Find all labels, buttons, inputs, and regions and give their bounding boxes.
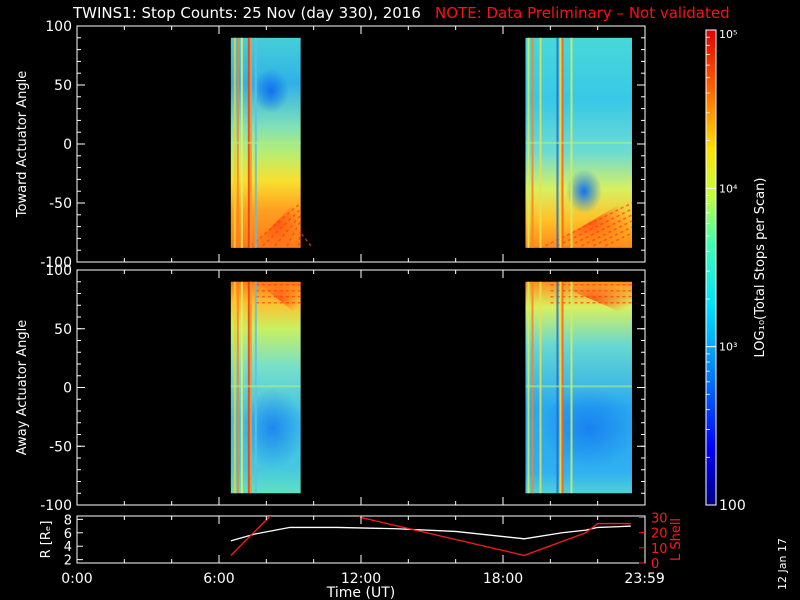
noise-stripe	[300, 232, 312, 247]
ytick-label: 50	[54, 78, 72, 94]
noise-stripe	[605, 232, 633, 247]
artifact-stripe	[559, 281, 562, 494]
artifact-stripe	[531, 281, 534, 494]
zero-seam	[230, 141, 301, 144]
colorbar-tick-label: 10³	[719, 341, 737, 354]
artifact-stripe	[249, 281, 252, 494]
ytick-label: 0	[63, 381, 72, 397]
ylabel-left: R [Rₑ]	[39, 521, 54, 559]
xtick-label: 23:59	[624, 571, 664, 587]
date-stamp: 12 Jan 17	[776, 538, 789, 590]
low-count-region	[541, 388, 638, 469]
xlabel: Time (UT)	[326, 585, 395, 600]
artifact-stripe	[539, 281, 542, 494]
xtick-label: 6:00	[203, 571, 234, 587]
ylabel: Away Actuator Angle	[15, 320, 30, 455]
noise-stripe	[593, 226, 633, 247]
ytick-label-left: 4	[64, 540, 72, 555]
ytick-label: -100	[40, 498, 72, 514]
ylabel: Toward Actuator Angle	[15, 71, 30, 218]
noise-stripe	[557, 208, 633, 247]
artifact-stripe	[233, 281, 236, 494]
ytick-label: 100	[45, 263, 72, 279]
toward-panel: 100 50 0 -50 -100 Toward Actuator Angle	[15, 19, 646, 271]
ytick-label: -50	[49, 196, 72, 212]
radius-line	[230, 525, 631, 542]
ytick-label: -50	[49, 439, 72, 455]
colorbar-label: LOG₁₀(Total Stops per Scan)	[753, 178, 768, 358]
high-count-region	[255, 281, 301, 317]
ytick-label-left: 6	[64, 527, 72, 542]
artifact-stripe	[247, 281, 250, 494]
zero-seam	[525, 141, 632, 144]
ytick-label-left: 2	[64, 554, 72, 569]
artifact-stripe	[561, 281, 564, 494]
artifact-stripe	[556, 281, 559, 494]
plot-title: TWINS1: Stop Counts: 25 Nov (day 330), 2…	[0, 4, 800, 24]
colorbar-ramp	[705, 29, 717, 506]
artifact-stripe	[236, 281, 239, 494]
away-panel: 100 50 0 -50 -100 Away Actuator Angle	[15, 263, 646, 514]
title-note: NOTE: Data Preliminary – Not validated	[435, 4, 730, 22]
zero-seam	[230, 385, 301, 388]
ytick-label: 50	[54, 322, 72, 338]
artifact-stripe	[254, 281, 257, 494]
noise-stripe	[274, 214, 302, 247]
colorbar: 10⁵ 10⁴ 10³ 100 LOG₁₀(Total Stops per Scan)	[705, 28, 768, 514]
ytick-label-right: 10	[651, 542, 668, 557]
ytick-label-right: 30	[651, 512, 668, 527]
ytick-label-left: 8	[64, 513, 72, 528]
ytick-label: 0	[63, 137, 72, 153]
noise-stripe	[250, 202, 302, 247]
noise-stripe	[262, 208, 302, 247]
xtick-label: 0:00	[61, 571, 92, 587]
zero-seam	[525, 385, 632, 388]
ytick-label-right: 0	[651, 557, 659, 572]
artifact-stripe	[527, 281, 530, 494]
xtick-label: 18:00	[483, 571, 523, 587]
colorbar-tick-label: 10⁵	[719, 28, 737, 41]
artifact-stripe	[570, 281, 573, 494]
low-count-region	[566, 169, 603, 214]
low-count-region	[241, 388, 305, 469]
lshell-line	[230, 516, 631, 557]
low-count-region	[252, 68, 289, 113]
noise-stripe	[286, 220, 302, 247]
ytick-label: -100	[40, 255, 72, 271]
noise-stripe	[545, 202, 633, 247]
high-count-region	[250, 197, 301, 248]
colorbar-tick-label: 100	[719, 498, 746, 514]
ytick-label-right: 20	[651, 527, 668, 542]
title-main: TWINS1: Stop Counts: 25 Nov (day 330), 2…	[73, 4, 421, 22]
colorbar-tick-label: 10⁴	[719, 182, 738, 195]
ytick-label: 100	[45, 19, 72, 35]
artifact-stripe	[240, 281, 243, 494]
xtick-label: 12:00	[341, 571, 381, 587]
ylabel-right: L Shell	[669, 518, 684, 561]
